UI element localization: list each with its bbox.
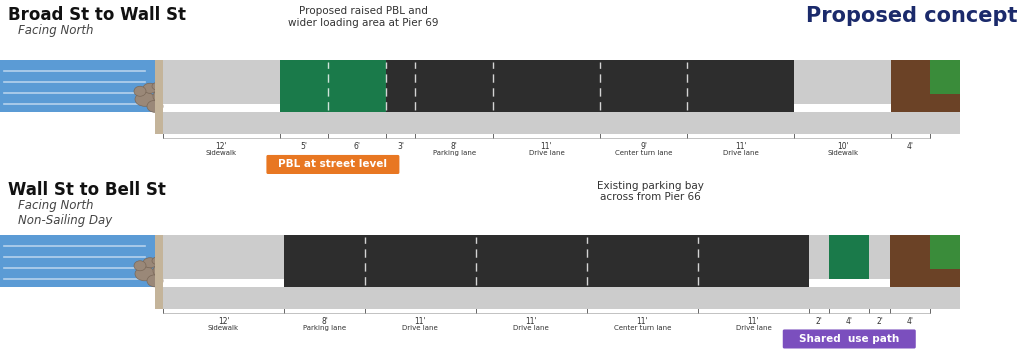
Bar: [155, 235, 163, 309]
Ellipse shape: [152, 257, 164, 265]
Ellipse shape: [143, 258, 157, 268]
FancyBboxPatch shape: [782, 329, 915, 349]
Ellipse shape: [143, 83, 157, 93]
Bar: [280, 60, 328, 112]
Text: 2': 2': [877, 317, 883, 326]
Text: 8': 8': [451, 142, 458, 151]
Bar: [809, 235, 829, 279]
Text: 11': 11': [735, 142, 746, 151]
Text: Center turn lane: Center turn lane: [614, 150, 673, 156]
Text: Sidewalk: Sidewalk: [206, 150, 237, 156]
Ellipse shape: [153, 264, 171, 278]
Text: Existing parking bay
across from Pier 66: Existing parking bay across from Pier 66: [597, 180, 703, 202]
Bar: [930, 60, 961, 94]
Text: Drive lane: Drive lane: [402, 325, 438, 331]
Bar: [930, 94, 961, 112]
Bar: [328, 60, 386, 112]
Bar: [494, 60, 600, 112]
Text: 4': 4': [846, 317, 853, 326]
Text: Proposed raised PBL and
wider loading area at Pier 69: Proposed raised PBL and wider loading ar…: [289, 6, 438, 28]
Bar: [587, 235, 698, 287]
Text: Wall St to Bell St: Wall St to Bell St: [8, 180, 166, 199]
Bar: [687, 60, 794, 112]
Text: Parking lane: Parking lane: [303, 325, 346, 331]
Text: Sidewalk: Sidewalk: [208, 325, 240, 331]
Text: 3': 3': [397, 142, 404, 151]
Ellipse shape: [135, 267, 155, 281]
Text: 2': 2': [815, 317, 822, 326]
Text: 5': 5': [300, 142, 307, 151]
Ellipse shape: [134, 86, 146, 96]
FancyBboxPatch shape: [266, 155, 399, 174]
Bar: [829, 235, 869, 279]
Text: Drive lane: Drive lane: [723, 150, 759, 156]
Text: Drive lane: Drive lane: [735, 325, 771, 331]
Ellipse shape: [134, 261, 146, 271]
Bar: [930, 269, 961, 287]
Text: 11': 11': [415, 317, 426, 326]
Bar: [869, 235, 890, 279]
Text: 4': 4': [906, 317, 913, 326]
Bar: [365, 235, 476, 287]
Text: Facing North: Facing North: [18, 24, 93, 37]
Text: 10': 10': [837, 142, 849, 151]
Bar: [386, 60, 416, 112]
Text: Proposed concept: Proposed concept: [807, 6, 1018, 26]
Text: PBL at street level: PBL at street level: [279, 159, 387, 170]
Bar: [416, 60, 494, 112]
Ellipse shape: [147, 100, 163, 112]
Bar: [890, 235, 930, 287]
Text: 12': 12': [215, 142, 227, 151]
Bar: [155, 60, 163, 134]
Bar: [891, 60, 930, 112]
Text: 11': 11': [525, 317, 538, 326]
Bar: [930, 235, 961, 269]
Bar: [698, 235, 809, 287]
Ellipse shape: [135, 92, 155, 106]
Ellipse shape: [152, 82, 164, 90]
Text: 8': 8': [322, 317, 328, 326]
Bar: [163, 60, 280, 104]
Bar: [794, 60, 891, 104]
Text: Center turn lane: Center turn lane: [613, 325, 671, 331]
Bar: [163, 235, 284, 279]
Text: Shared  use path: Shared use path: [799, 334, 899, 344]
Ellipse shape: [147, 275, 163, 287]
Text: 12': 12': [218, 317, 229, 326]
Text: Parking lane: Parking lane: [433, 150, 476, 156]
Ellipse shape: [153, 89, 171, 103]
Bar: [0, 60, 155, 112]
Text: Drive lane: Drive lane: [528, 150, 564, 156]
Bar: [163, 287, 961, 309]
Text: Sidewalk: Sidewalk: [827, 150, 858, 156]
Bar: [163, 112, 961, 134]
Text: 6': 6': [353, 142, 360, 151]
Text: Drive lane: Drive lane: [513, 325, 549, 331]
Text: 11': 11': [748, 317, 759, 326]
Bar: [284, 235, 365, 287]
Bar: [600, 60, 687, 112]
Text: 11': 11': [541, 142, 552, 151]
Text: Facing North
Non-Sailing Day: Facing North Non-Sailing Day: [18, 199, 113, 227]
Text: 9': 9': [640, 142, 647, 151]
Text: 11': 11': [637, 317, 648, 326]
Bar: [476, 235, 587, 287]
Text: 4': 4': [907, 142, 914, 151]
Text: Broad St to Wall St: Broad St to Wall St: [8, 6, 186, 24]
Bar: [0, 235, 155, 287]
